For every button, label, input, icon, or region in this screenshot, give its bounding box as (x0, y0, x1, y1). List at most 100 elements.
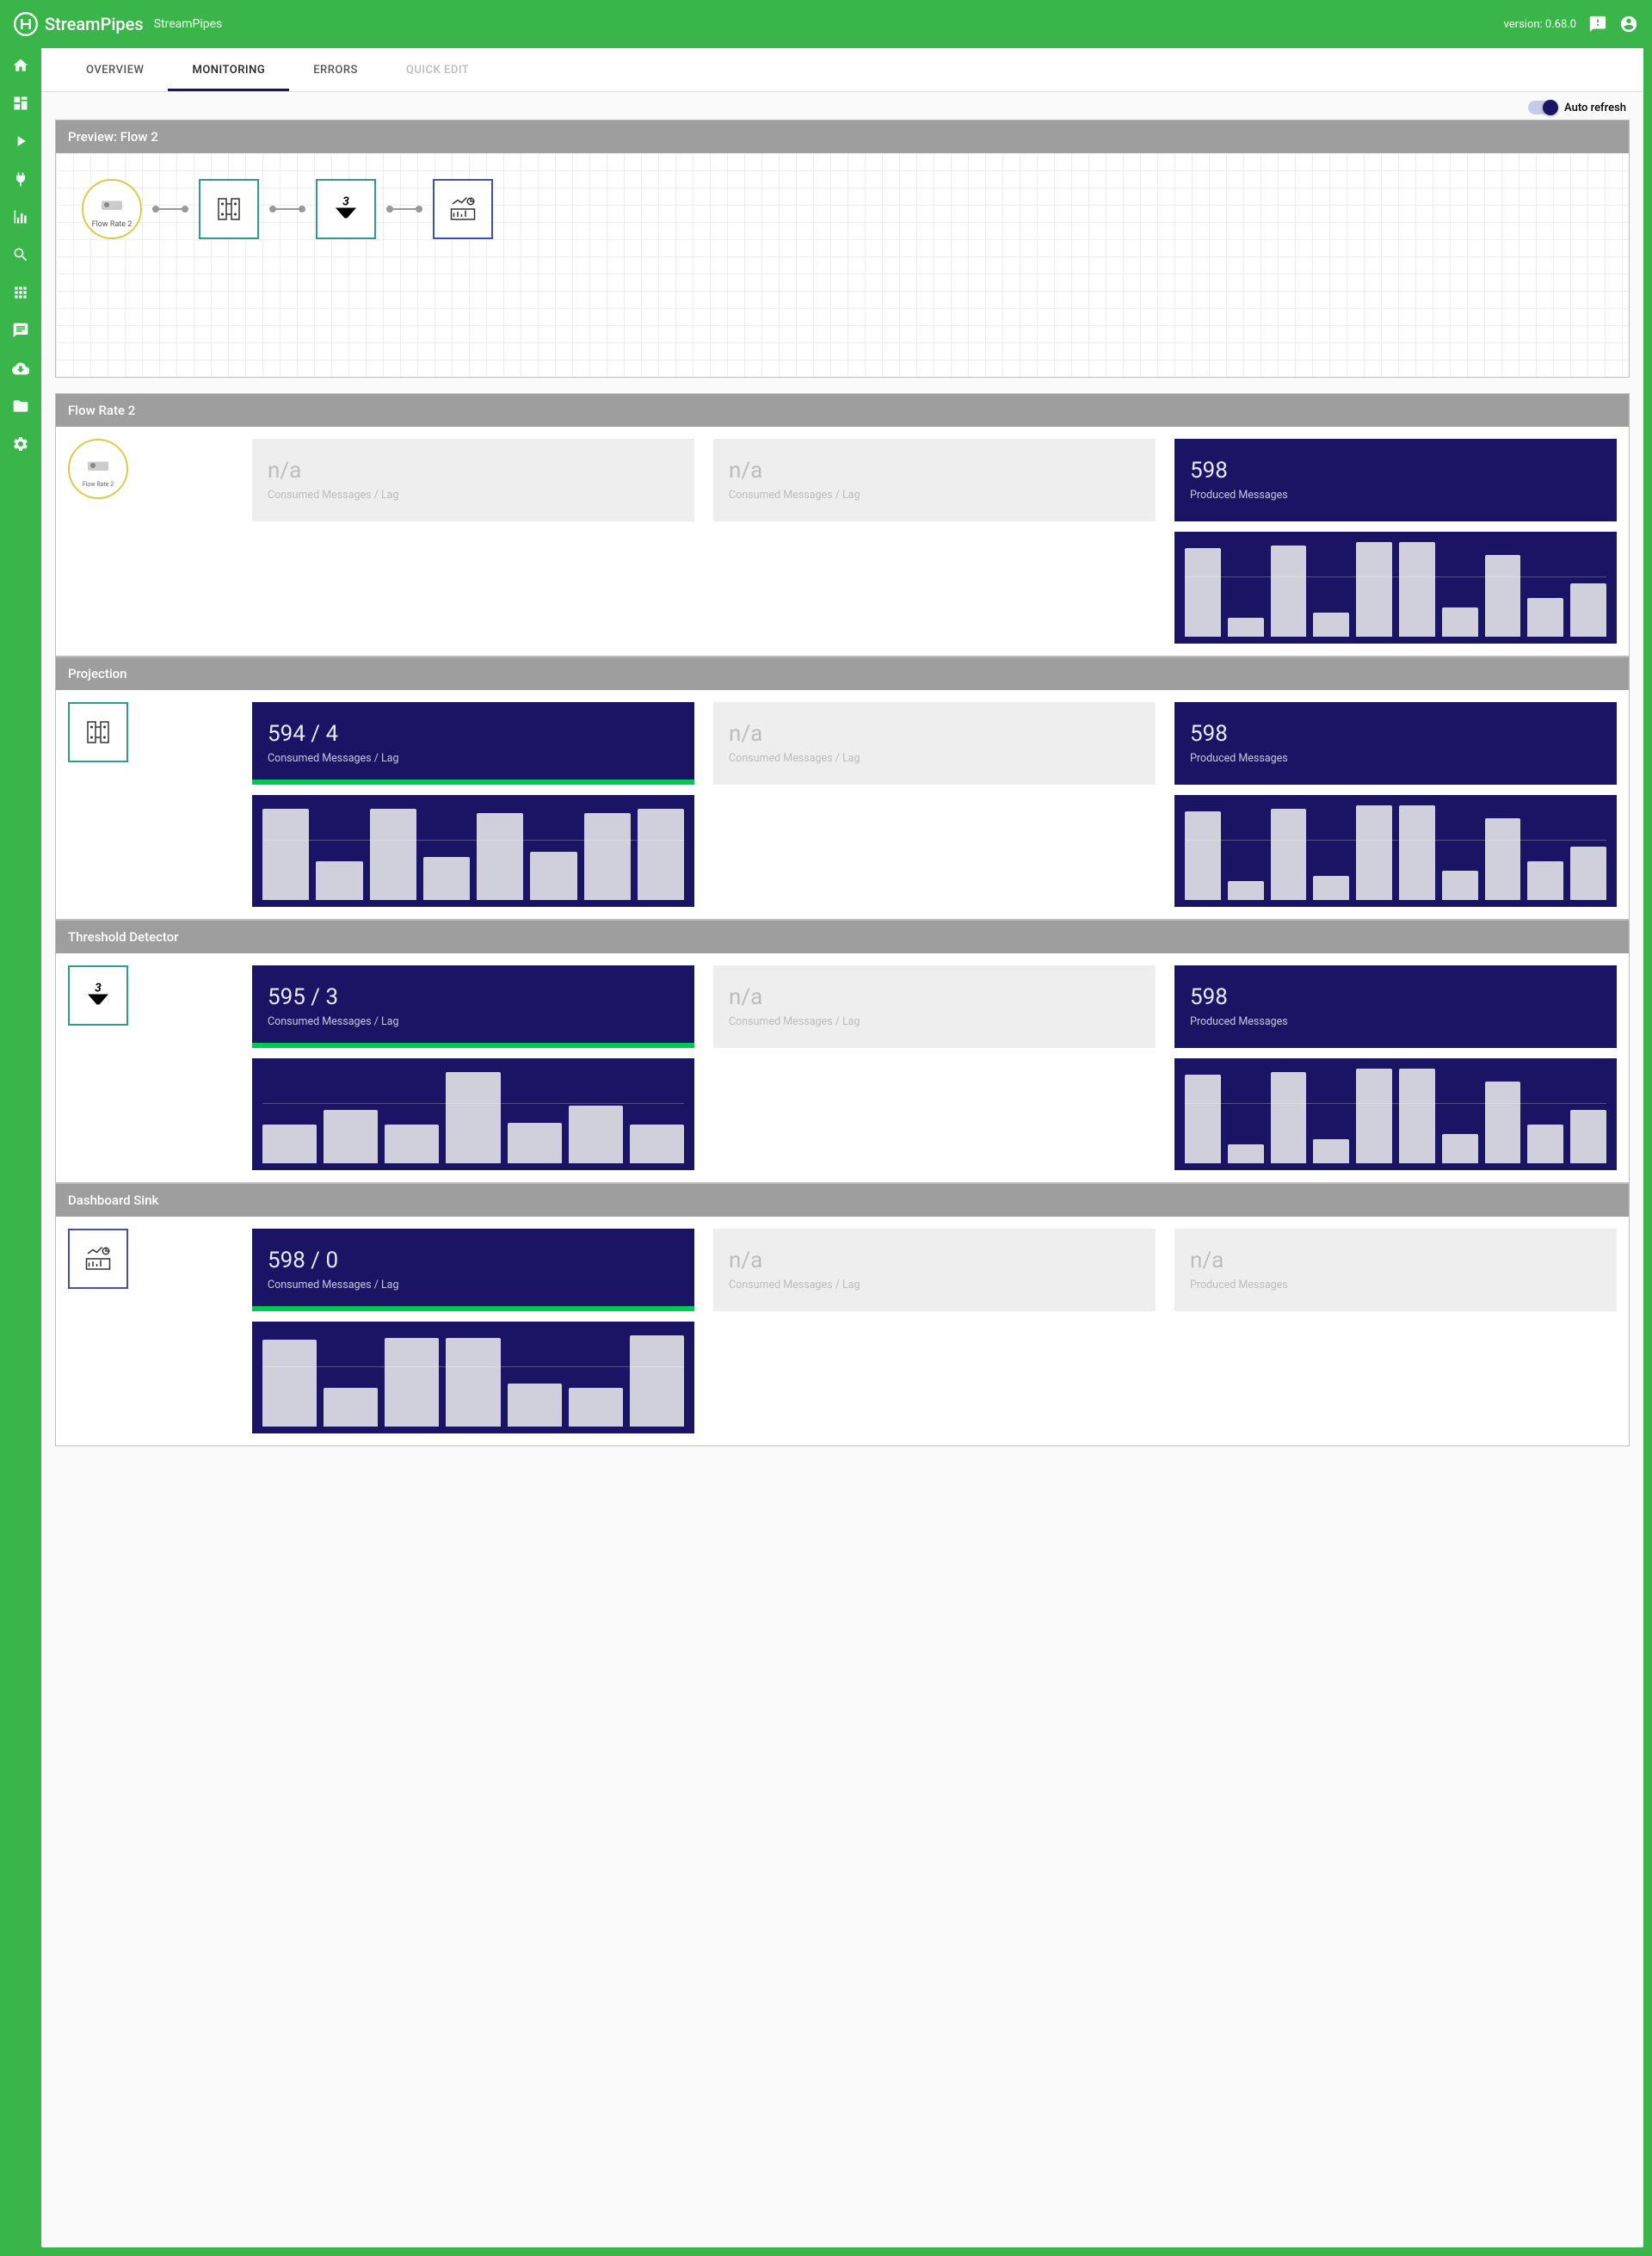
metric-card: 598Produced Messages (1174, 965, 1617, 1048)
chart-bar (1228, 1144, 1264, 1163)
metric-value: 594 / 4 (268, 721, 679, 747)
chart-bar (446, 1072, 500, 1163)
metric-card: n/a Produced Messages (1174, 1229, 1617, 1311)
tab-monitoring[interactable]: MONITORING (168, 48, 289, 91)
metrics-panel: Projection594 / 4Consumed Messages / Lag… (55, 656, 1630, 920)
chart-bar (370, 809, 416, 900)
chart-icon[interactable] (12, 208, 29, 225)
chart-bar (1570, 847, 1606, 900)
metric-value: n/a (729, 984, 1140, 1010)
header-subtitle: StreamPipes (154, 17, 223, 31)
pipeline-canvas[interactable]: Flow Rate 2 3 (56, 153, 1629, 377)
metric-card: 598Produced Messages (1174, 702, 1617, 785)
flow-node-threshold[interactable]: 3 (316, 179, 376, 239)
metric-label: Consumed Messages / Lag (268, 752, 679, 765)
auto-refresh-toggle[interactable] (1528, 101, 1557, 114)
chart-bar (1399, 542, 1435, 637)
metric-label: Consumed Messages / Lag (729, 1279, 1140, 1291)
chart-bar (1442, 607, 1478, 637)
chart-bar (316, 861, 362, 900)
metric-value: n/a (1190, 1248, 1601, 1273)
chart-bar (530, 852, 576, 900)
chart-bar (1527, 1125, 1563, 1163)
chart-bar (262, 809, 309, 900)
chart-bar (1271, 1072, 1307, 1163)
metric-value: n/a (729, 1248, 1140, 1273)
chart-bar (1399, 805, 1435, 900)
logo: StreamPipes (14, 12, 144, 36)
chat-icon[interactable] (12, 322, 29, 339)
auto-refresh-label: Auto refresh (1564, 102, 1626, 114)
metric-label: Produced Messages (1190, 752, 1601, 765)
home-icon[interactable] (12, 57, 29, 74)
chart-bar (1313, 613, 1349, 637)
metric-label: Consumed Messages / Lag (729, 489, 1140, 502)
chart-bar (1485, 1082, 1521, 1163)
panel-title: Flow Rate 2 (56, 394, 1629, 427)
flow-node-source[interactable]: Flow Rate 2 (82, 179, 142, 239)
metric-label: Consumed Messages / Lag (729, 1015, 1140, 1028)
metric-card: 598 Produced Messages (1174, 439, 1617, 521)
metric-card: 594 / 4 Consumed Messages / Lag (252, 702, 694, 785)
chart-bar (423, 857, 470, 900)
settings-icon[interactable] (12, 435, 29, 453)
chart-bar (385, 1125, 439, 1163)
metric-label: Produced Messages (1190, 489, 1601, 502)
metric-card: n/aConsumed Messages / Lag (252, 439, 694, 521)
metric-label: Produced Messages (1190, 1279, 1601, 1291)
metric-card: n/aConsumed Messages / Lag (713, 439, 1156, 521)
flow-node-projection[interactable] (199, 179, 259, 239)
chart-bar (1527, 598, 1563, 637)
metric-label: Consumed Messages / Lag (268, 489, 679, 502)
side-nav (0, 48, 41, 2247)
chart-bar (1185, 811, 1221, 900)
feedback-icon[interactable] (1588, 15, 1607, 34)
dashboard-icon[interactable] (12, 95, 29, 112)
preview-panel: Preview: Flow 2 Flow Rate 2 (55, 120, 1630, 378)
metric-label: Consumed Messages / Lag (729, 752, 1140, 765)
chart-bar (1356, 542, 1392, 637)
metric-label: Consumed Messages / Lag (268, 1015, 679, 1028)
play-icon[interactable] (12, 133, 29, 150)
search-icon[interactable] (12, 246, 29, 263)
element-thumb: 3 (68, 965, 128, 1026)
bar-chart (1174, 532, 1617, 644)
account-icon[interactable] (1619, 15, 1638, 34)
chart-bar (385, 1338, 439, 1427)
tab-overview[interactable]: OVERVIEW (62, 48, 168, 91)
chart-bar (262, 1340, 317, 1427)
connector-icon (156, 208, 185, 210)
chart-bar (508, 1123, 562, 1163)
chart-bar (1485, 555, 1521, 637)
chart-bar (1442, 1134, 1478, 1163)
element-thumb (68, 702, 128, 762)
folder-icon[interactable] (12, 398, 29, 415)
element-thumb (68, 1229, 128, 1289)
metrics-panel: Dashboard Sink598 / 0Consumed Messages /… (55, 1183, 1630, 1446)
metric-value: 598 (1190, 458, 1601, 484)
metric-value: 595 / 3 (268, 984, 679, 1010)
plug-icon[interactable] (12, 170, 29, 188)
metric-card: n/a Consumed Messages / Lag (713, 965, 1156, 1048)
chart-bar (1570, 1110, 1606, 1163)
cloud-download-icon[interactable] (12, 360, 29, 377)
svg-text:3: 3 (95, 982, 102, 995)
svg-text:3: 3 (342, 195, 349, 209)
chart-bar (630, 1335, 684, 1427)
chart-bar (1185, 548, 1221, 637)
bar-chart (252, 1058, 694, 1170)
tab-errors[interactable]: ERRORS (289, 48, 382, 91)
chart-bar (262, 1125, 317, 1163)
connector-icon (390, 208, 419, 210)
bar-chart (1174, 795, 1617, 907)
chart-bar (630, 1125, 684, 1163)
chart-bar (1271, 546, 1307, 637)
panel-title: Threshold Detector (56, 921, 1629, 953)
chart-bar (1442, 871, 1478, 900)
apps-icon[interactable] (12, 284, 29, 301)
metric-value: 598 (1190, 984, 1601, 1010)
chart-bar (1228, 618, 1264, 637)
logo-icon (14, 12, 38, 36)
flow-node-sink[interactable] (433, 179, 493, 239)
bar-chart (252, 1322, 694, 1433)
